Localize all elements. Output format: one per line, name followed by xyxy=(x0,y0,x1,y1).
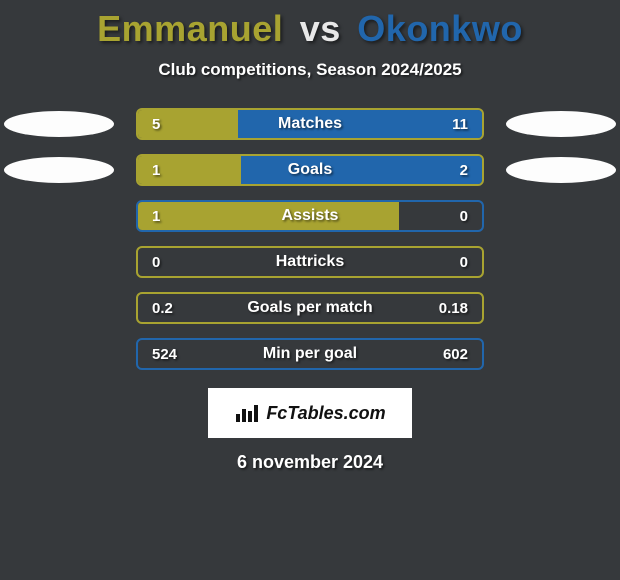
stat-value-left: 524 xyxy=(138,340,191,368)
stat-value-right: 0.18 xyxy=(425,294,482,322)
stat-row: 0 0Hattricks xyxy=(0,246,620,278)
stat-row: 0.20.18Goals per match xyxy=(0,292,620,324)
stat-value-left: 5 xyxy=(138,110,174,138)
stat-bar: 524602Min per goal xyxy=(136,338,484,370)
stat-value-right: 2 xyxy=(446,156,482,184)
stat-value-left: 1 xyxy=(138,156,174,184)
bar-fill-left xyxy=(138,202,399,230)
page-title: Emmanuel vs Okonkwo xyxy=(97,8,523,50)
vs-label: vs xyxy=(294,8,347,49)
comparison-widget: Emmanuel vs Okonkwo Club competitions, S… xyxy=(0,0,620,580)
stat-value-left: 0 xyxy=(138,248,174,276)
date-label: 6 november 2024 xyxy=(237,452,383,473)
stat-row: 12Goals xyxy=(0,154,620,186)
chart-icon xyxy=(234,402,260,424)
stats-list: 511Matches12Goals10Assists00Hattricks0.2… xyxy=(0,108,620,370)
stat-value-right: 0 xyxy=(446,202,482,230)
brand-badge: FcTables.com xyxy=(208,388,412,438)
brand-text: FcTables.com xyxy=(266,403,385,424)
stat-value-right: 602 xyxy=(429,340,482,368)
team-badge-left xyxy=(4,111,114,137)
stat-label: Hattricks xyxy=(138,248,482,276)
stat-row: 10Assists xyxy=(0,200,620,232)
team-badge-left xyxy=(4,157,114,183)
stat-value-right: 11 xyxy=(438,110,482,138)
stat-bar: 10Assists xyxy=(136,200,484,232)
team-badge-right xyxy=(506,157,616,183)
team-badge-right xyxy=(506,111,616,137)
stat-bar: 12Goals xyxy=(136,154,484,186)
stat-value-left: 1 xyxy=(138,202,174,230)
stat-bar: 511Matches xyxy=(136,108,484,140)
stat-bar: 0 0Hattricks xyxy=(136,246,484,278)
stat-bar: 0.20.18Goals per match xyxy=(136,292,484,324)
stat-value-left: 0.2 xyxy=(138,294,187,322)
player1-name: Emmanuel xyxy=(97,8,283,49)
player2-name: Okonkwo xyxy=(357,8,523,49)
stat-row: 524602Min per goal xyxy=(0,338,620,370)
stat-value-right: 0 xyxy=(446,248,482,276)
subtitle: Club competitions, Season 2024/2025 xyxy=(158,60,461,80)
stat-row: 511Matches xyxy=(0,108,620,140)
